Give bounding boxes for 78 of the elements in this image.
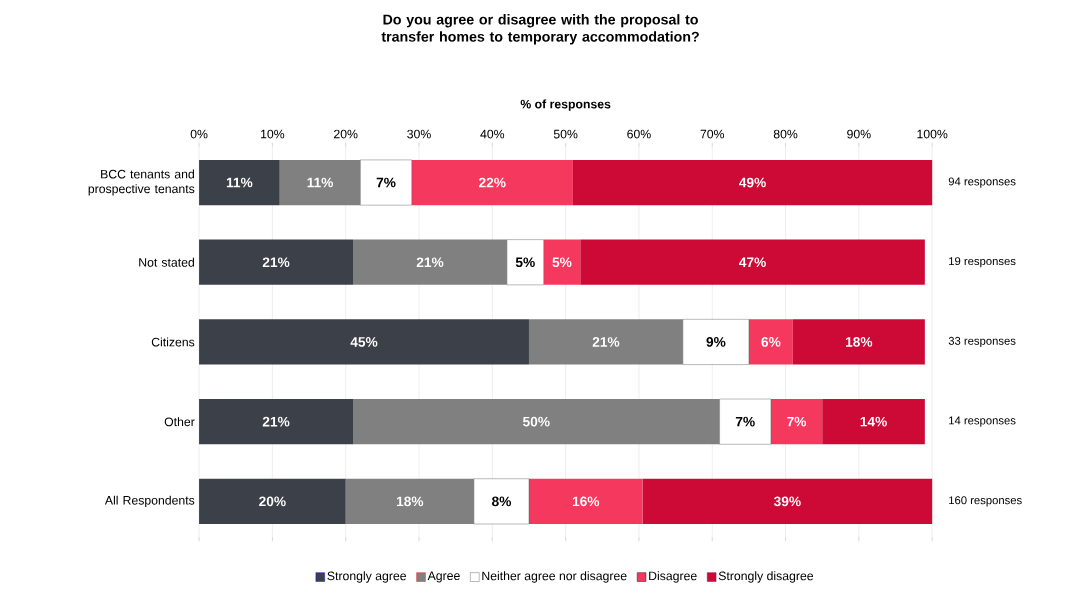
x-tick-label: 70% xyxy=(700,129,725,139)
legend-label: Agree xyxy=(427,571,460,583)
data-label: 21% xyxy=(262,257,290,267)
text: 160 responses xyxy=(949,496,1022,507)
bar xyxy=(199,319,529,365)
bar xyxy=(770,398,823,445)
data-label: 7% xyxy=(787,416,807,427)
x-tick-label: 30% xyxy=(407,129,431,139)
bar xyxy=(792,319,925,365)
x-axis-title: % of responses xyxy=(520,99,611,111)
x-tick-label: 80% xyxy=(773,129,798,139)
data-label: 50% xyxy=(522,416,550,427)
x-tick-label: 10% xyxy=(261,129,285,139)
chart-title: Do you agree or disagree with the proposal to transfer homes to temporary accommodation? xyxy=(381,13,699,45)
text: 94 responses xyxy=(948,177,1016,188)
data-label: 6% xyxy=(761,336,781,347)
bar xyxy=(719,398,772,445)
x-tick-label: 40% xyxy=(480,129,505,139)
bar xyxy=(580,239,925,285)
data-label: 5% xyxy=(515,257,535,267)
bar xyxy=(642,478,933,524)
text: 19 responses xyxy=(949,256,1016,268)
data-label: 18% xyxy=(845,336,873,347)
data-label: 16% xyxy=(572,496,600,507)
data-label: 5% xyxy=(552,257,572,267)
x-tick-label: 90% xyxy=(847,129,871,139)
bar xyxy=(353,398,720,445)
data-label: 9% xyxy=(706,336,726,347)
data-label: 49% xyxy=(739,177,766,188)
data-label: 21% xyxy=(416,257,444,267)
legend-label: Strongly disagree xyxy=(718,571,814,583)
data-label: 47% xyxy=(739,257,766,267)
legend-label: Neither agree nor disagree xyxy=(482,571,627,583)
data-label: 8% xyxy=(491,496,512,507)
bar xyxy=(572,159,933,205)
bar xyxy=(199,239,354,285)
data-label: 21% xyxy=(262,416,290,427)
bar xyxy=(822,398,925,445)
y-tick-label: BCC tenants and prospective tenants xyxy=(88,169,195,196)
x-tick-label: 20% xyxy=(334,129,358,139)
bar xyxy=(528,478,643,524)
text: 14 responses xyxy=(949,416,1016,427)
x-tick-label: 60% xyxy=(627,129,651,139)
y-tick-label: Citizens xyxy=(151,337,195,347)
data-label: 39% xyxy=(773,496,801,507)
bar xyxy=(682,318,750,365)
y-tick-label: Not stated xyxy=(139,257,194,267)
bar xyxy=(748,319,793,365)
bar xyxy=(199,478,346,524)
legend-label: Disagree xyxy=(649,571,697,583)
x-tick-label: 100% xyxy=(917,129,948,139)
bar xyxy=(543,239,581,285)
bar xyxy=(199,398,354,445)
bar xyxy=(199,159,280,205)
data-label: 22% xyxy=(479,177,506,188)
data-label: 11% xyxy=(226,177,253,188)
y-tick-label: Other xyxy=(164,416,195,426)
bar xyxy=(360,159,412,206)
bar xyxy=(345,478,474,524)
bar xyxy=(411,159,573,205)
data-label: 20% xyxy=(259,496,286,507)
bar xyxy=(506,239,544,285)
text: 33 responses xyxy=(948,336,1016,347)
bar xyxy=(473,478,530,524)
bar xyxy=(353,239,507,285)
x-tick-label: 0% xyxy=(190,129,208,139)
data-label: 7% xyxy=(735,416,755,427)
x-tick-label: 50% xyxy=(553,129,578,139)
bar xyxy=(279,159,361,205)
data-label: 18% xyxy=(396,496,424,507)
y-tick-label: All Respondents xyxy=(104,495,195,507)
bar xyxy=(528,319,683,365)
legend-label: Strongly agree xyxy=(327,571,406,583)
data-label: 11% xyxy=(307,177,334,188)
data-label: 45% xyxy=(350,336,378,347)
data-label: 14% xyxy=(860,416,887,427)
data-label: 7% xyxy=(376,177,396,188)
data-label: 21% xyxy=(592,336,620,347)
